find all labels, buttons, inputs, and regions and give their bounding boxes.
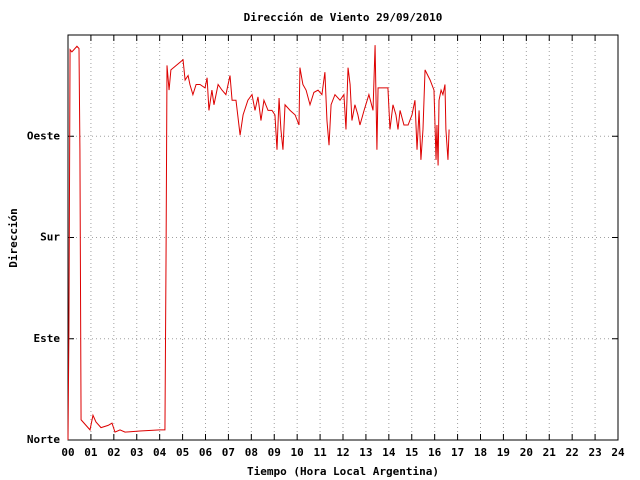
x-tick-label: 13 — [359, 446, 372, 459]
x-tick-label: 01 — [84, 446, 98, 459]
x-tick-label: 20 — [520, 446, 533, 459]
x-tick-label: 07 — [222, 446, 235, 459]
x-axis-label: Tiempo (Hora Local Argentina) — [247, 465, 439, 478]
x-tick-label: 05 — [176, 446, 189, 459]
x-tick-label: 12 — [336, 446, 349, 459]
x-tick-label: 18 — [474, 446, 487, 459]
x-tick-label: 10 — [291, 446, 304, 459]
plot-frame — [67, 34, 619, 441]
y-tick-label: Oeste — [27, 129, 60, 142]
y-tick-label: Este — [34, 332, 61, 345]
x-tick-label: 11 — [313, 446, 327, 459]
x-tick-label: 19 — [497, 446, 510, 459]
y-tick-label: Sur — [40, 231, 60, 244]
x-tick-label: 24 — [611, 446, 625, 459]
x-tick-label: 02 — [107, 446, 120, 459]
x-tick-label: 06 — [199, 446, 213, 459]
x-tick-label: 14 — [382, 446, 396, 459]
x-tick-label: 17 — [451, 446, 464, 459]
x-tick-label: 09 — [268, 446, 281, 459]
x-tick-label: 03 — [130, 446, 143, 459]
y-tick-label: Norte — [27, 433, 60, 446]
x-tick-label: 22 — [566, 446, 579, 459]
x-tick-label: 08 — [245, 446, 258, 459]
x-tick-label: 21 — [543, 446, 557, 459]
x-tick-label: 23 — [588, 446, 601, 459]
x-tick-label: 00 — [61, 446, 74, 459]
x-tick-label: 15 — [405, 446, 418, 459]
chart-title: Dirección de Viento 29/09/2010 — [244, 11, 443, 24]
y-axis-label: Dirección — [7, 208, 20, 268]
x-tick-label: 04 — [153, 446, 167, 459]
x-tick-label: 16 — [428, 446, 442, 459]
data-line — [67, 45, 450, 441]
